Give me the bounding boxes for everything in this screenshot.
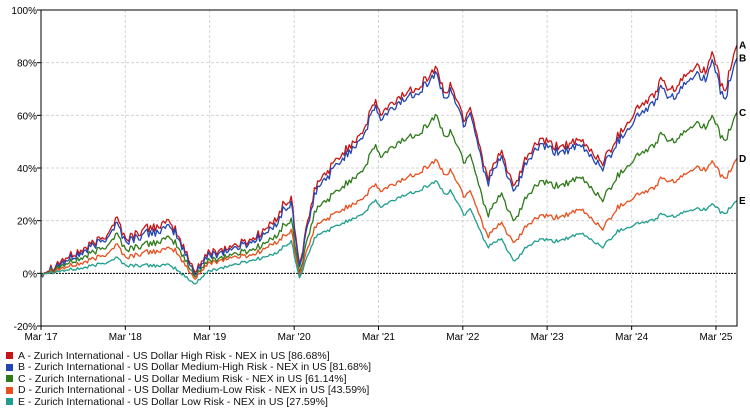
legend-swatch <box>6 398 13 406</box>
legend-swatch <box>6 386 13 394</box>
x-axis-tick-labels: Mar '17 Mar '18 Mar '19 Mar '20 Mar '21 Mar '… <box>24 326 733 343</box>
y-tick-label: 20% <box>17 217 37 228</box>
legend-item: B - Zurich International - US Dollar Med… <box>6 361 372 374</box>
series-line-d <box>40 158 738 280</box>
series-end-label: E <box>739 196 746 207</box>
x-tick-label: Mar '24 <box>615 332 648 343</box>
y-tick-label: 100% <box>11 6 37 17</box>
x-tick-label: Mar '19 <box>193 332 226 343</box>
series-line-a <box>40 44 738 278</box>
legend-label: B - Zurich International - US Dollar Med… <box>18 361 372 374</box>
series-end-label: D <box>739 154 746 165</box>
legend-swatch <box>6 375 13 383</box>
legend-swatch <box>6 352 13 360</box>
legend-label: C - Zurich International - US Dollar Med… <box>18 372 347 385</box>
series-line-e <box>40 180 738 285</box>
x-tick-label: Mar '18 <box>109 332 142 343</box>
legend-label: A - Zurich International - US Dollar Hig… <box>18 349 330 362</box>
x-tick-label: Mar '22 <box>446 332 479 343</box>
series-line-c <box>40 111 738 278</box>
y-tick-label: -20% <box>14 322 37 333</box>
legend-label: E - Zurich International - US Dollar Low… <box>18 395 328 408</box>
y-axis-tick-labels: -20% 0% 20% 40% 60% 80% 100% <box>11 6 41 333</box>
legend-item: A - Zurich International - US Dollar Hig… <box>6 350 371 362</box>
y-tick-label: 0% <box>23 269 38 280</box>
x-tick-label: Mar '17 <box>24 332 57 343</box>
x-tick-label: Mar '23 <box>531 332 564 343</box>
legend-label: D - Zurich International - US Dollar Med… <box>18 384 370 397</box>
legend-swatch <box>6 363 13 371</box>
legend-item: E - Zurich International - US Dollar Low… <box>6 396 371 408</box>
y-tick-label: 40% <box>17 164 37 175</box>
y-tick-label: 80% <box>17 59 37 70</box>
series-line-b <box>40 57 738 278</box>
x-tick-label: Mar '20 <box>278 332 311 343</box>
series-end-labels: AB C D E <box>739 41 746 208</box>
series-end-label: A <box>739 41 746 52</box>
series-end-label: B <box>739 54 746 65</box>
legend-item: D - Zurich International - US Dollar Med… <box>6 384 371 397</box>
chart-legend: A - Zurich International - US Dollar Hig… <box>6 350 371 408</box>
gridlines <box>40 9 737 327</box>
legend-item: C - Zurich International - US Dollar Med… <box>6 373 371 385</box>
y-tick-label: 60% <box>17 111 37 122</box>
x-tick-label: Mar '25 <box>699 332 732 343</box>
x-tick-label: Mar '21 <box>362 332 395 343</box>
series-lines <box>40 44 738 285</box>
series-end-label: C <box>739 108 746 119</box>
